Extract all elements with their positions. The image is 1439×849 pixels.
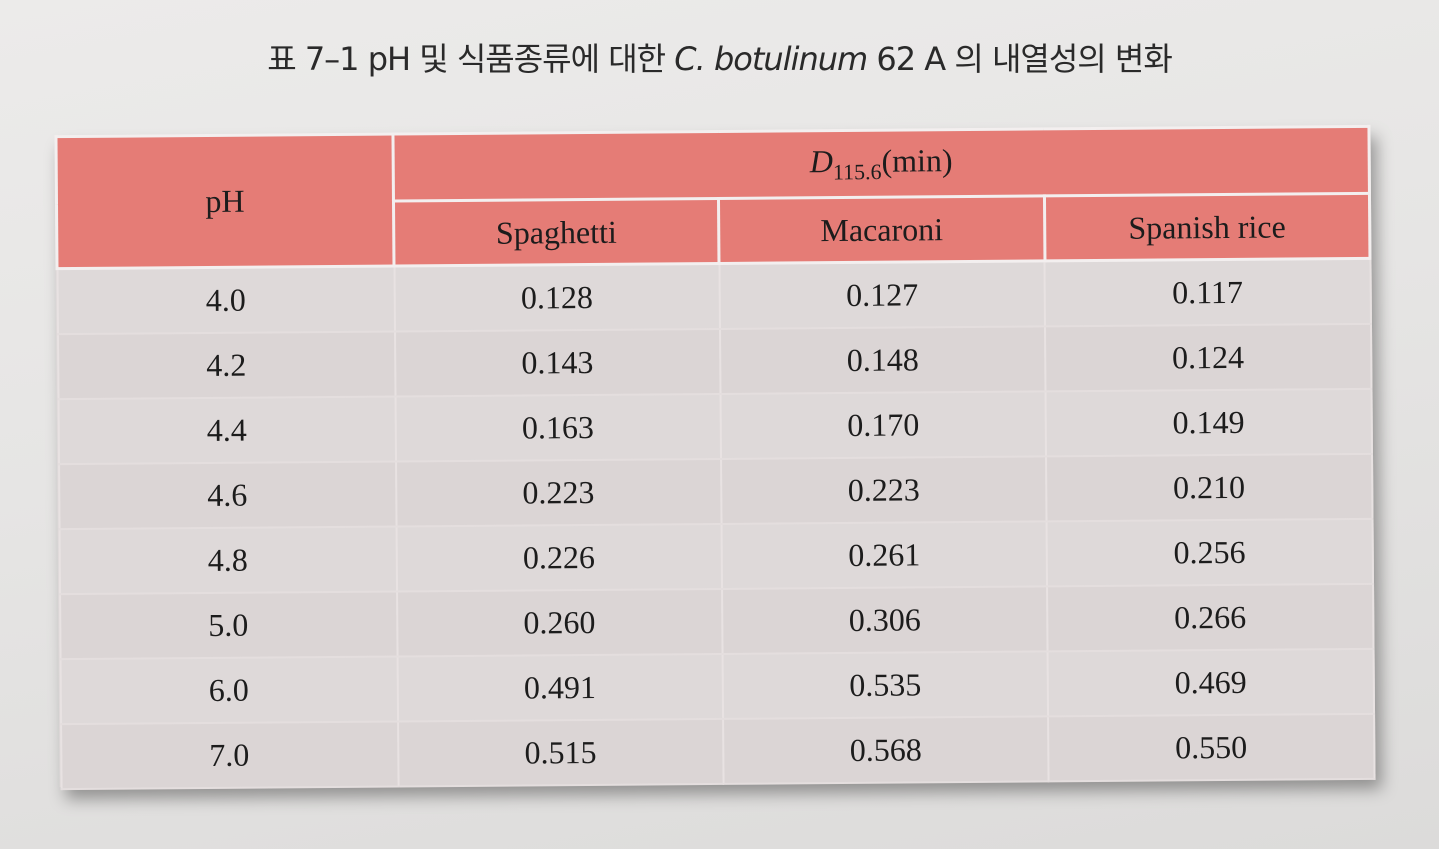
cell-macaroni: 0.261 <box>721 521 1048 589</box>
table-row: 5.0 0.260 0.306 0.266 <box>59 583 1374 660</box>
cell-macaroni: 0.223 <box>720 456 1047 524</box>
cell-ph: 4.8 <box>59 526 397 595</box>
column-header-spaghetti: Spaghetti <box>393 198 720 267</box>
cell-macaroni: 0.306 <box>721 586 1048 654</box>
cell-spaghetti: 0.515 <box>397 718 724 787</box>
cell-spaghetti: 0.491 <box>397 653 723 722</box>
table-row: 4.0 0.128 0.127 0.117 <box>57 258 1371 335</box>
cell-macaroni: 0.127 <box>719 260 1046 329</box>
column-header-spanish-rice: Spanish rice <box>1044 193 1370 261</box>
cell-spaghetti: 0.260 <box>396 588 723 657</box>
caption-prefix: 표 7–1 pH 및 식품종류에 대한 <box>267 40 675 78</box>
cell-spanish-rice: 0.210 <box>1046 453 1373 522</box>
cell-ph: 7.0 <box>60 721 399 790</box>
cell-spaghetti: 0.143 <box>394 328 721 397</box>
cell-spaghetti: 0.226 <box>396 523 722 592</box>
caption-suffix: 62 A 의 내열성의 변화 <box>867 40 1172 78</box>
d-symbol: D <box>809 142 833 180</box>
table-caption: 표 7–1 pH 및 식품종류에 대한 C. botulinum 62 A 의 … <box>0 34 1439 80</box>
table-row: 6.0 0.491 0.535 0.469 <box>60 648 1374 725</box>
cell-spaghetti: 0.163 <box>395 393 721 462</box>
cell-ph: 4.6 <box>58 461 397 530</box>
table-row: 7.0 0.515 0.568 0.550 <box>60 713 1375 790</box>
caption-species: C. botulinum <box>674 40 868 78</box>
cell-spanish-rice: 0.149 <box>1045 388 1372 457</box>
cell-spanish-rice: 0.124 <box>1045 323 1371 392</box>
cell-spanish-rice: 0.117 <box>1044 258 1371 327</box>
table-row: 4.8 0.226 0.261 0.256 <box>59 518 1373 595</box>
ph-d-value-table: pH D115.6(min) Spaghetti Macaroni Spanis… <box>54 125 1375 790</box>
cell-macaroni: 0.170 <box>720 391 1047 459</box>
cell-ph: 4.4 <box>58 396 396 465</box>
cell-ph: 5.0 <box>59 591 398 660</box>
d-subscript: 115.6 <box>832 158 882 185</box>
d-unit: (min) <box>881 141 953 179</box>
cell-spaghetti: 0.128 <box>393 263 720 332</box>
column-header-macaroni: Macaroni <box>718 195 1045 264</box>
cell-ph: 4.0 <box>57 266 395 335</box>
cell-macaroni: 0.148 <box>719 326 1046 394</box>
cell-ph: 4.2 <box>57 331 396 400</box>
cell-ph: 6.0 <box>60 656 398 725</box>
cell-macaroni: 0.535 <box>722 651 1049 719</box>
cell-spanish-rice: 0.266 <box>1047 583 1374 652</box>
table-row: 4.2 0.143 0.148 0.124 <box>57 323 1371 400</box>
cell-spaghetti: 0.223 <box>395 458 722 527</box>
cell-spanish-rice: 0.256 <box>1046 518 1373 587</box>
ph-column-header: pH <box>55 134 394 269</box>
data-table-container: pH D115.6(min) Spaghetti Macaroni Spanis… <box>54 124 1376 790</box>
d-value-header: D115.6(min) <box>392 126 1370 202</box>
header-row-top: pH D115.6(min) <box>55 126 1370 269</box>
table-row: 4.4 0.163 0.170 0.149 <box>58 388 1372 465</box>
cell-spanish-rice: 0.469 <box>1047 648 1374 717</box>
cell-spanish-rice: 0.550 <box>1048 713 1375 782</box>
table-row: 4.6 0.223 0.223 0.210 <box>58 453 1373 530</box>
cell-macaroni: 0.568 <box>722 716 1049 784</box>
